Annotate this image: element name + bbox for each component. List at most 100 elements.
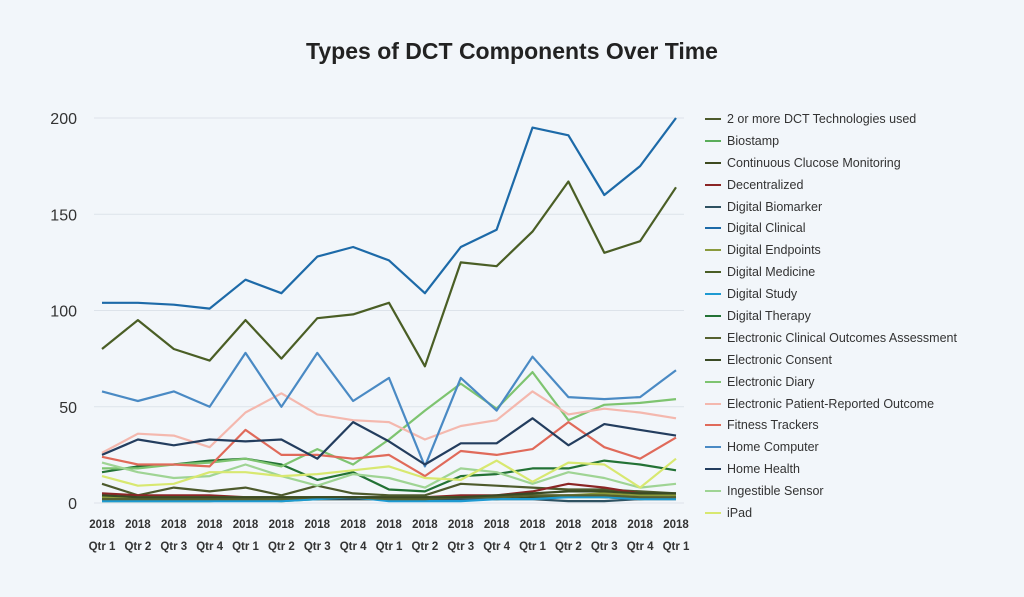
legend-label: Digital Study <box>727 287 798 302</box>
legend-item: Digital Therapy <box>705 305 1020 327</box>
legend-item: Ingestible Sensor <box>705 480 1020 502</box>
series-line-0 <box>101 482 677 497</box>
legend-item: Digital Endpoints <box>705 239 1020 261</box>
legend-swatch <box>705 468 721 471</box>
legend-swatch <box>705 249 721 252</box>
x-tick-label-quarter: Qtr 4 <box>196 541 223 553</box>
x-tick-label-year: 2018 <box>233 519 259 531</box>
legend-label: Digital Clinical <box>727 221 806 236</box>
legend-label: Fitness Trackers <box>727 418 819 433</box>
y-tick-label: 0 <box>68 496 77 513</box>
y-axis-ticks: 0 50 100 150 200 <box>50 111 77 513</box>
x-tick-label-quarter: Qtr 2 <box>124 541 151 553</box>
x-tick-label-quarter: Qtr 3 <box>447 541 474 553</box>
x-tick-label-quarter: Qtr 2 <box>411 541 438 553</box>
x-tick-label-year: 2018 <box>520 519 546 531</box>
grid-lines <box>94 117 684 504</box>
legend-label: Electronic Clinical Outcomes Assessment <box>727 330 957 345</box>
x-tick-label-year: 2018 <box>340 519 366 531</box>
x-tick-label-year: 2018 <box>627 519 653 531</box>
legend-item: Electronic Clinical Outcomes Assessment <box>705 327 1020 349</box>
legend-label: Home Computer <box>727 440 819 455</box>
legend-item: Electronic Patient-Reported Outcome <box>705 393 1020 415</box>
legend-swatch <box>705 424 721 427</box>
x-tick-label-quarter: Qtr 3 <box>304 541 331 553</box>
legend-swatch <box>705 227 721 230</box>
legend-label: Digital Endpoints <box>727 243 821 258</box>
series-line-9 <box>101 457 677 493</box>
legend-label: Electronic Diary <box>727 374 815 389</box>
x-tick-label-year: 2018 <box>197 519 223 531</box>
legend-swatch <box>705 380 721 383</box>
legend-label: iPad <box>727 505 753 520</box>
legend-swatch <box>705 402 721 405</box>
legend-swatch <box>705 490 721 493</box>
legend-item: Digital Medicine <box>705 261 1020 283</box>
x-tick-label-year: 2018 <box>161 519 187 531</box>
legend-item: Digital Biomarker <box>705 196 1020 218</box>
legend-swatch <box>705 183 721 186</box>
x-tick-label-quarter: Qtr 1 <box>663 541 690 553</box>
legend-label: Biostamp <box>727 133 780 148</box>
legend-label: Digital Therapy <box>727 308 811 323</box>
legend-item: iPad <box>705 502 1020 524</box>
legend-label: Electronic Patient-Reported Outcome <box>727 396 935 411</box>
x-tick-label-year: 2018 <box>304 519 330 531</box>
y-tick-label: 100 <box>50 304 77 321</box>
legend-swatch <box>705 205 721 208</box>
legend-item: Electronic Diary <box>705 371 1020 393</box>
x-tick-label-quarter: Qtr 1 <box>376 541 403 553</box>
series-line-10 <box>102 494 676 501</box>
legend-item: 2 or more DCT Technologies used <box>705 108 1020 130</box>
series-lines <box>101 117 677 503</box>
legend-item: Decentralized <box>705 174 1020 196</box>
x-tick-label-quarter: Qtr 2 <box>268 541 295 553</box>
x-tick-label-year: 2018 <box>89 519 115 531</box>
legend-label: 2 or more DCT Technologies used <box>727 111 917 126</box>
legend-swatch <box>705 293 721 296</box>
x-tick-label-quarter: Qtr 4 <box>483 541 510 553</box>
series-line-8 <box>102 496 676 503</box>
legend-label: Continuous Clucose Monitoring <box>727 155 901 170</box>
legend-label: Home Health <box>727 462 800 477</box>
x-tick-label-year: 2018 <box>448 519 474 531</box>
x-tick-label-year: 2018 <box>591 519 617 531</box>
x-tick-label-quarter: Qtr 3 <box>160 541 187 553</box>
legend-item: Fitness Trackers <box>705 414 1020 436</box>
x-tick-label-quarter: Qtr 3 <box>591 541 618 553</box>
legend-swatch <box>705 358 721 361</box>
legend-item: Digital Study <box>705 283 1020 305</box>
legend-item: Biostamp <box>705 130 1020 152</box>
y-tick-label: 150 <box>50 207 77 224</box>
legend-swatch <box>705 446 721 449</box>
x-tick-label-quarter: Qtr 1 <box>89 541 116 553</box>
x-tick-label-quarter: Qtr 4 <box>340 541 367 553</box>
x-tick-label-year: 2018 <box>663 519 689 531</box>
x-tick-label-year: 2018 <box>484 519 510 531</box>
x-tick-label-year: 2018 <box>556 519 582 531</box>
x-tick-label-year: 2018 <box>269 519 295 531</box>
series-line-5 <box>102 117 677 310</box>
x-tick-label-quarter: Qtr 2 <box>555 541 582 553</box>
y-tick-label: 200 <box>50 111 77 128</box>
series-line-16 <box>101 417 677 466</box>
legend-item: Home Health <box>705 458 1020 480</box>
legend-swatch <box>705 511 721 514</box>
series-line-7 <box>101 180 677 368</box>
legend-item: Digital Clinical <box>705 217 1020 239</box>
legend-swatch <box>705 314 721 317</box>
legend-label: Digital Biomarker <box>727 199 823 214</box>
legend-item: Home Computer <box>705 436 1020 458</box>
legend-label: Ingestible Sensor <box>727 484 824 499</box>
legend-label: Decentralized <box>727 177 804 192</box>
series-line-18 <box>101 457 677 489</box>
legend-label: Digital Medicine <box>727 265 816 280</box>
legend-swatch <box>705 336 721 339</box>
legend-label: Electronic Consent <box>727 352 832 367</box>
legend-swatch <box>705 139 721 142</box>
x-tick-label-quarter: Qtr 1 <box>232 541 259 553</box>
x-tick-label-quarter: Qtr 4 <box>627 541 654 553</box>
series-line-12 <box>102 371 677 470</box>
x-tick-label-year: 2018 <box>376 519 402 531</box>
legend-swatch <box>705 117 721 120</box>
